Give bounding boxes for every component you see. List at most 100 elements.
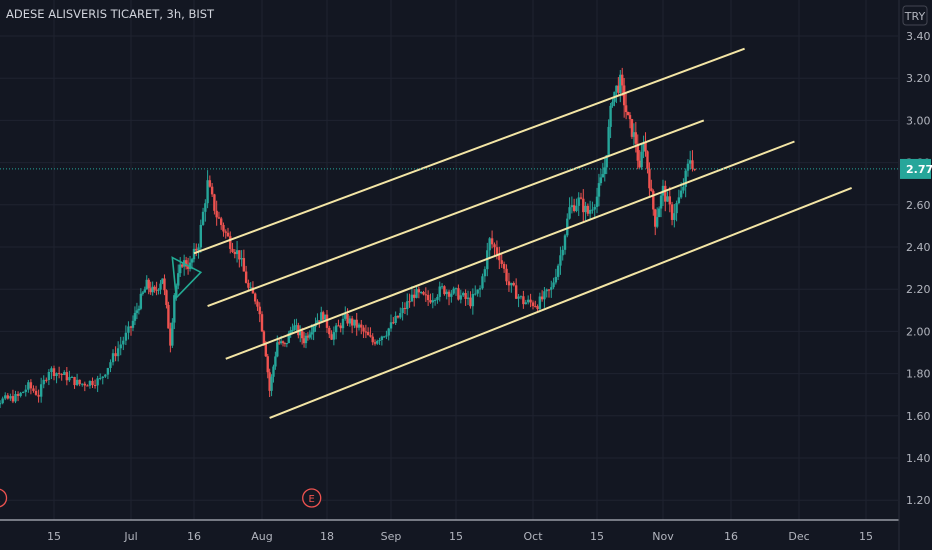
currency-button[interactable]: TRY [902,5,928,26]
candle-body [459,295,463,300]
candle-body [652,190,655,210]
candle-body [387,328,390,336]
candle-body [353,319,356,326]
candle-body [188,262,192,269]
candle-body [210,186,214,195]
candle-body [348,318,352,324]
candle-body [668,196,671,205]
candle-body [104,374,107,377]
earnings-marker[interactable] [302,488,322,508]
candle-body [320,312,323,322]
earnings-marker-label: E [0,494,1,505]
candle-body [116,348,120,357]
candle-body [415,289,418,298]
candle-body [287,333,290,344]
candle-body [52,368,56,377]
y-axis-panel [899,0,932,550]
candle-body [394,315,397,323]
candle-body [190,259,194,263]
candle-body [260,314,264,332]
candle-body [654,209,657,227]
candle-body [447,291,451,297]
candle-body [177,273,180,286]
candle-body [304,335,308,344]
candle-body [289,330,292,334]
candle-body [682,186,685,191]
candle-body [490,238,494,245]
candle-body [149,288,152,293]
candle-body [605,155,608,168]
candle-body [648,168,651,189]
candle-body [369,335,372,337]
channel-lines[interactable] [171,47,853,419]
candle-body [262,331,266,344]
candle-body [308,334,311,338]
candle-body [276,342,279,357]
candle-body [357,324,361,328]
candle-body [299,330,302,336]
candle-body [566,218,569,236]
candle-body [679,190,683,198]
candle-body [646,151,649,169]
y-tick-label: 1.40 [906,452,931,465]
candle-body [517,296,520,299]
candle-body [603,167,606,175]
candle-body [502,263,506,269]
candle-body [621,74,624,86]
candle-body [693,168,696,170]
candle-body [481,276,484,289]
candle-body [147,279,150,289]
candle-body [145,279,148,290]
candle-body [60,373,63,375]
candle-body [163,278,166,291]
candle-body [32,388,35,391]
candle-body [83,383,86,386]
channel-line[interactable] [207,119,705,308]
candle-body [344,313,347,319]
candle-body [644,142,647,152]
candle-body [129,326,133,328]
candle-body [452,288,455,294]
candle-body [579,197,583,199]
triangle-pattern[interactable] [171,256,203,300]
candle-body [611,101,614,106]
candle-body [306,335,310,338]
channel-line[interactable] [269,186,853,419]
candle-body [199,224,202,248]
candle-body [426,294,430,301]
candle-body [231,248,234,252]
currency-button-frame[interactable] [902,5,928,26]
candle-body [595,196,599,207]
candle-body [568,207,571,219]
candle-body [617,85,620,93]
candle-body [403,307,407,310]
candle-body [666,196,669,202]
candle-body [419,291,423,293]
candle-body [536,306,539,310]
candle-body [469,297,472,307]
channel-line[interactable] [193,47,745,255]
earnings-markers[interactable]: EE [0,488,322,508]
currency-button-label[interactable]: TRY [904,10,926,23]
y-tick-label: 1.80 [906,368,931,381]
candle-body [135,310,139,313]
candle-body [279,341,283,344]
x-tick-label: 15 [590,530,604,543]
y-tick-label: 3.40 [906,30,931,43]
candle-body [510,282,513,286]
candle-body [650,188,653,191]
candle-body [39,384,43,397]
candle-body [9,396,12,399]
candle-body [165,290,168,305]
channel-line[interactable] [225,140,795,360]
candle-body [457,288,460,300]
earnings-marker[interactable] [0,488,8,508]
candle-body [593,206,596,210]
candle-body [462,293,465,296]
candle-body [355,319,358,328]
candle-body [274,356,277,367]
candle-body [628,115,632,120]
candle-body [37,394,40,397]
y-tick-label: 2.60 [906,199,931,212]
